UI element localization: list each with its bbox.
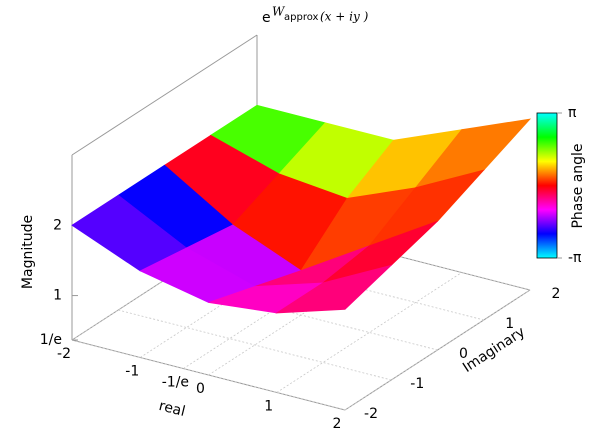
box-edge (71, 34, 258, 156)
colorbar-tick-label: π (568, 105, 577, 121)
y-tick-label: -1 (410, 376, 424, 392)
z-tick-label: 1/e (40, 332, 62, 348)
grid-line (71, 339, 346, 411)
z-axis-label: Magnitude (20, 215, 36, 289)
x-tick-label: -1/e (162, 375, 189, 391)
colorbar (536, 112, 558, 259)
grid-line (183, 248, 369, 369)
grid-line (208, 254, 394, 376)
title-base: e (262, 10, 271, 26)
grid-line (118, 309, 392, 381)
x-axis-label: real (157, 398, 187, 420)
z-tick-label: 1 (53, 288, 62, 304)
title-argument: (x + iy ) (320, 10, 369, 24)
x-tick-label: 2 (333, 416, 342, 432)
title-exponent-subscript: approx (284, 12, 319, 23)
grid-line (140, 237, 326, 358)
y-axis-label: Imaginary (460, 324, 528, 376)
x-tick-label: 1 (264, 399, 273, 415)
x-tick-label: -2 (57, 346, 71, 362)
surface (71, 104, 532, 314)
grid-line (344, 289, 531, 411)
colorbar-tick-label: -π (568, 250, 582, 266)
y-tick-label: 0 (459, 346, 468, 362)
surface-patch (275, 264, 393, 314)
y-tick-label: 2 (552, 286, 561, 302)
colorbar-label: Phase angle (570, 143, 586, 228)
title-exponent: W (272, 5, 286, 19)
grid-line (276, 272, 462, 393)
x-tick-label: 0 (196, 381, 205, 397)
grid-line (164, 279, 438, 351)
y-tick-label: 1 (505, 316, 514, 332)
y-tick-label: -2 (364, 406, 378, 422)
grid-line (71, 219, 258, 341)
z-tick-label: 2 (53, 217, 62, 233)
x-tick-label: -1 (125, 364, 139, 380)
chart-title: e W approx (x + iy ) (262, 5, 369, 27)
